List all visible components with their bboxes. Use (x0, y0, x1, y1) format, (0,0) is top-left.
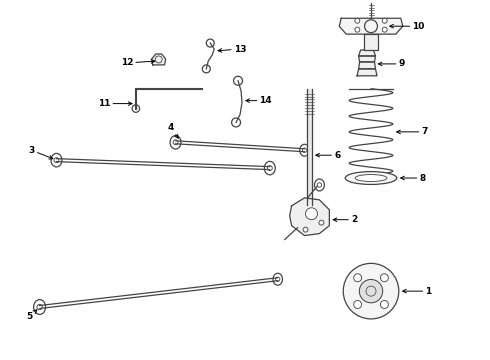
Polygon shape (339, 18, 403, 34)
Circle shape (206, 39, 214, 47)
Text: 12: 12 (121, 58, 155, 67)
Text: 10: 10 (390, 22, 425, 31)
Circle shape (382, 18, 387, 23)
Text: 14: 14 (246, 96, 272, 105)
Circle shape (234, 76, 243, 85)
Text: 9: 9 (378, 59, 405, 68)
Circle shape (382, 27, 387, 32)
Text: 7: 7 (397, 127, 428, 136)
FancyBboxPatch shape (364, 34, 378, 50)
Text: 6: 6 (316, 151, 341, 160)
Polygon shape (290, 198, 329, 235)
Ellipse shape (355, 175, 387, 181)
Circle shape (202, 65, 210, 73)
Circle shape (132, 105, 140, 112)
Circle shape (343, 264, 399, 319)
Circle shape (359, 279, 383, 303)
Circle shape (232, 118, 241, 127)
Circle shape (355, 27, 360, 32)
Circle shape (380, 274, 389, 282)
Polygon shape (359, 62, 375, 69)
Text: 4: 4 (168, 123, 178, 138)
Polygon shape (307, 89, 312, 205)
Text: 2: 2 (333, 215, 357, 224)
Text: 1: 1 (403, 287, 432, 296)
Text: 11: 11 (98, 99, 132, 108)
Text: 8: 8 (401, 174, 426, 183)
Polygon shape (359, 56, 375, 62)
Polygon shape (152, 54, 166, 65)
Circle shape (306, 208, 318, 220)
Ellipse shape (345, 172, 397, 184)
Circle shape (355, 18, 360, 23)
Circle shape (354, 274, 362, 282)
Circle shape (354, 301, 362, 309)
Polygon shape (357, 69, 377, 76)
Text: 5: 5 (26, 310, 37, 321)
Text: 13: 13 (218, 45, 246, 54)
Text: 3: 3 (28, 146, 53, 159)
Circle shape (380, 301, 389, 309)
Polygon shape (359, 50, 375, 56)
